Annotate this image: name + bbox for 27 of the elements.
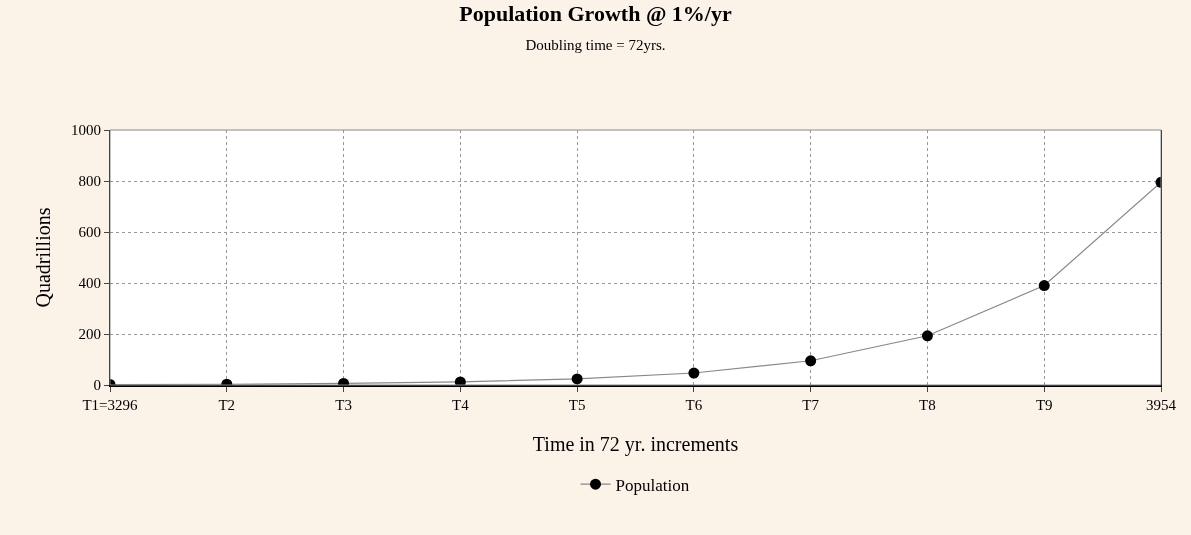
point (805, 355, 817, 367)
x-tick-label: T8 (919, 397, 936, 413)
x-tick-label: T3 (335, 397, 352, 413)
point (688, 367, 700, 379)
y-tick-label: 800 (78, 173, 101, 190)
x-tick-label: T4 (451, 397, 470, 413)
x-tick-label: T2 (218, 397, 236, 413)
x-tick-label: T9 (1035, 397, 1053, 413)
y-tick-label: 1000 (71, 122, 101, 139)
point (1038, 280, 1050, 292)
y-tick-label: 400 (78, 275, 101, 292)
y-axis-title: Quadrillions (31, 207, 54, 308)
y-tick-label: 200 (78, 326, 101, 343)
x-tick-label: T7 (802, 397, 820, 413)
point (454, 376, 466, 385)
point (921, 330, 933, 342)
y-tick-label: 600 (78, 224, 101, 241)
x-axis-title: Time in 72 yr. increments (532, 433, 739, 456)
x-tick-label: T5 (568, 397, 586, 413)
chart-subtitle: Doubling time = 72yrs. (525, 37, 666, 53)
chart-title: Population Growth @ 1%/yr (459, 1, 732, 27)
x-tick-label: T1=3296 (82, 397, 139, 413)
y-tick-label: 0 (93, 377, 101, 394)
x-tick-label: T6 (685, 397, 703, 413)
x-tick-label: 3954 (1146, 397, 1177, 413)
legend-label: Population (615, 475, 690, 495)
point (571, 373, 583, 385)
